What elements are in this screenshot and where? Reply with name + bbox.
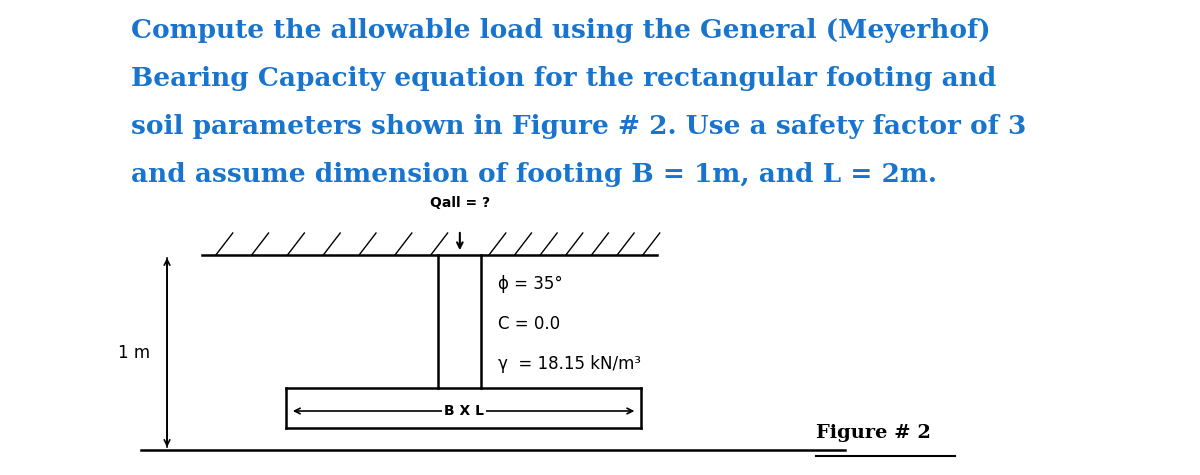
Text: Bearing Capacity equation for the rectangular footing and: Bearing Capacity equation for the rectan… (131, 66, 997, 91)
Text: and assume dimension of footing B = 1m, and L = 2m.: and assume dimension of footing B = 1m, … (131, 162, 937, 187)
Text: Figure # 2: Figure # 2 (816, 424, 931, 442)
Text: ϕ = 35°: ϕ = 35° (498, 275, 563, 293)
Text: γ  = 18.15 kN/m³: γ = 18.15 kN/m³ (498, 355, 641, 373)
Text: C = 0.0: C = 0.0 (498, 315, 560, 333)
Text: 1 m: 1 m (118, 343, 150, 361)
Text: Qall = ?: Qall = ? (430, 196, 490, 210)
Text: soil parameters shown in Figure # 2. Use a safety factor of 3: soil parameters shown in Figure # 2. Use… (131, 114, 1027, 139)
Text: B X L: B X L (444, 404, 484, 418)
Text: Compute the allowable load using the General (Meyerhof): Compute the allowable load using the Gen… (131, 18, 991, 43)
